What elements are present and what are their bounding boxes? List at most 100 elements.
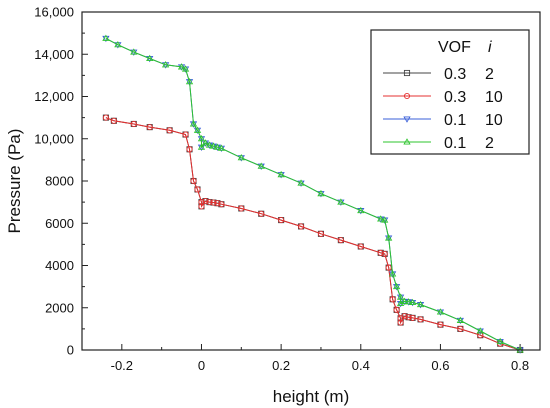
data-point [194, 186, 201, 193]
y-axis-title: Pressure (Pa) [5, 129, 24, 234]
data-point [381, 250, 388, 257]
legend-entry: 0.3 2 [383, 66, 494, 83]
data-point [277, 170, 285, 178]
data-point [214, 200, 221, 207]
legend-marker [403, 138, 411, 145]
data-point [177, 63, 186, 70]
data-point [381, 216, 389, 223]
legend-vof-value: 0.1 [444, 112, 466, 129]
data-point [146, 54, 154, 62]
legend-header-vof: VOF [438, 39, 471, 56]
data-point [416, 300, 425, 308]
data-point [404, 298, 413, 305]
data-point [146, 124, 153, 131]
y-tick-label: 8000 [45, 174, 74, 189]
data-point [110, 117, 117, 124]
data-point [317, 230, 325, 237]
plot-frame [81, 11, 541, 351]
data-point [457, 325, 464, 332]
data-point [357, 243, 364, 250]
legend-box [370, 29, 530, 155]
legend-vof-value: 0.3 [444, 66, 466, 83]
data-point [396, 293, 405, 300]
legend-marker [403, 69, 411, 77]
x-tick-label: 0.6 [431, 358, 449, 373]
data-point [114, 40, 122, 48]
data-point [166, 127, 173, 134]
data-point [130, 48, 138, 55]
data-point [385, 234, 393, 241]
data-point [437, 321, 444, 328]
data-point [397, 319, 404, 326]
data-point [102, 34, 110, 41]
data-point [197, 143, 206, 150]
data-point [477, 332, 484, 339]
data-point [130, 120, 137, 128]
data-point [190, 177, 197, 185]
data-point [238, 205, 245, 212]
data-point [205, 141, 214, 148]
data-point [182, 131, 189, 138]
legend-header-i: i [488, 39, 492, 56]
x-tick-label: 0.8 [511, 358, 529, 373]
y-tick-label: 6000 [45, 216, 74, 231]
data-point [202, 198, 209, 205]
legend-marker [403, 92, 411, 100]
y-tick-label: 0 [67, 343, 74, 358]
data-point [218, 201, 225, 208]
data-point [213, 143, 222, 150]
data-point [257, 162, 265, 169]
data-point [401, 313, 408, 320]
tick-labels: -0.2 0 0.2 0.4 0.6 0.8 0 2000 4000 6000 8000 10,000… [34, 5, 529, 374]
x-tick-label: 0 [198, 358, 205, 373]
data-point [161, 61, 170, 68]
legend-entry: 0.3 10 [383, 89, 503, 106]
x-tick-label: 0.2 [272, 358, 290, 373]
data-point [217, 144, 226, 151]
data-point [317, 189, 325, 197]
data-point [436, 308, 445, 315]
data-point [496, 337, 504, 345]
legend-marker [403, 116, 411, 123]
data-point [405, 314, 412, 321]
legend-vof-value: 0.3 [444, 89, 466, 106]
data-point [377, 249, 384, 256]
data-point [185, 77, 194, 85]
y-tick-label: 14,000 [34, 47, 74, 62]
y-tick-label: 2000 [45, 300, 74, 315]
data-point [102, 114, 109, 121]
data-point [297, 223, 305, 230]
y-tick-label: 12,000 [34, 89, 74, 104]
data-point [237, 154, 245, 161]
y-tick-label: 10,000 [34, 131, 74, 146]
data-point [409, 314, 416, 321]
data-point [393, 306, 400, 313]
data-point [389, 296, 396, 303]
data-point [209, 142, 218, 149]
data-point [417, 316, 424, 323]
y-tick-label: 4000 [45, 258, 74, 273]
data-point [357, 206, 365, 214]
data-point [186, 146, 193, 153]
data-point [197, 134, 206, 142]
legend-entry: 0.1 2 [383, 135, 494, 152]
series-group [102, 34, 524, 354]
data-point [181, 65, 190, 72]
data-point [476, 327, 484, 334]
legend-i-value: 10 [485, 112, 503, 129]
data-point [258, 210, 265, 217]
data-point [400, 297, 409, 304]
data-point [206, 199, 213, 206]
data-point [193, 126, 202, 133]
data-point [297, 179, 305, 186]
legend: VOF i 0.3 20.3 100.1 100.1 2 [370, 29, 530, 155]
legend-entries: 0.3 20.3 100.1 100.1 2 [383, 66, 503, 152]
data-point [389, 270, 397, 277]
data-point [198, 203, 205, 210]
data-point [278, 217, 285, 224]
x-tick-label: 0.4 [352, 358, 370, 373]
legend-vof-value: 0.1 [444, 135, 466, 152]
data-point [198, 199, 205, 206]
legend-i-value: 2 [485, 135, 494, 152]
